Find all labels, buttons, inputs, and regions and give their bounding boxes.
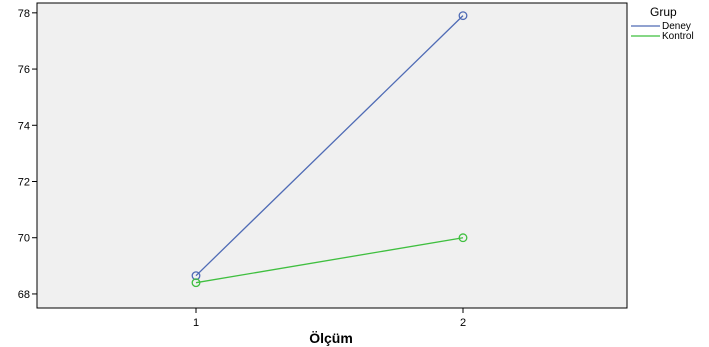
legend-title: Grup [650,5,677,19]
y-tick-label: 74 [18,120,30,132]
y-axis: 68 70 72 74 76 78 [18,8,37,301]
data-point-kontrol [458,233,468,243]
y-tick-label: 68 [18,289,30,301]
x-tick-label: 1 [193,317,199,329]
data-point-kontrol [191,278,201,288]
x-tick-label: 2 [460,317,466,329]
series-line-kontrol [195,237,464,284]
y-tick-label: 76 [18,64,30,76]
plot-area [36,2,628,309]
x-axis-title: Ölçüm [309,330,353,346]
y-tick-label: 72 [18,177,30,189]
data-point-deney [458,11,468,21]
legend-label: Deney [662,21,691,32]
y-tick-label: 78 [18,8,30,20]
y-tick-label: 70 [18,233,30,245]
series-line-deney [195,15,464,277]
series-layer [191,11,468,288]
legend-label: Kontrol [662,31,694,42]
